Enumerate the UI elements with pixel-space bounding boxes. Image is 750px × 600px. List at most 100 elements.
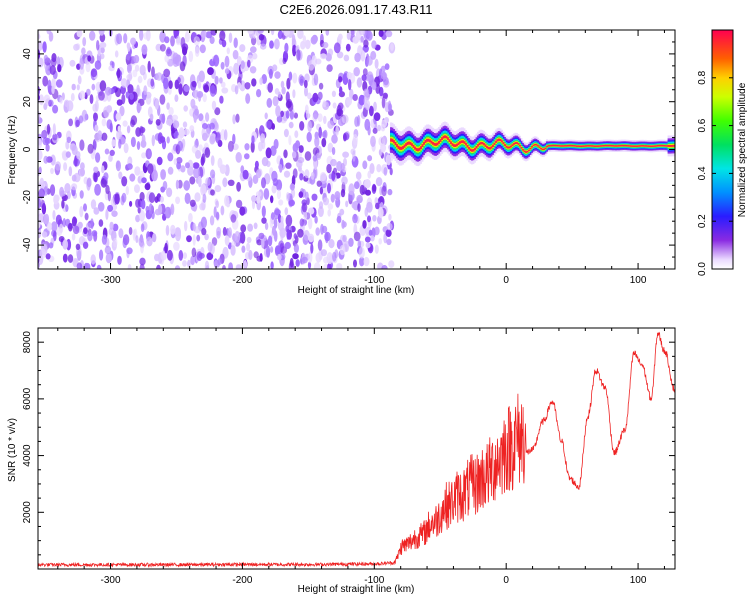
noise-blob (183, 85, 190, 92)
spectrogram-ytick-label: 0 (22, 146, 33, 152)
spectrogram-ylabel: Frequency (Hz) (7, 116, 18, 185)
noise-blob (202, 123, 208, 130)
noise-blob (265, 120, 272, 129)
noise-blob (123, 33, 128, 44)
noise-blob (213, 206, 217, 218)
noise-blob (79, 90, 86, 100)
noise-blob (121, 93, 126, 105)
noise-blob (289, 257, 294, 268)
noise-blob (163, 68, 171, 78)
noise-blob (104, 245, 112, 255)
noise-blob (332, 167, 338, 175)
noise-blob (173, 120, 180, 129)
noise-blob (205, 112, 210, 122)
noise-blob (284, 42, 289, 53)
noise-blob (39, 248, 47, 259)
signal-band-strip (625, 145, 628, 147)
noise-blob (272, 96, 279, 107)
signal-band-strip (397, 145, 400, 149)
noise-blob (63, 162, 68, 172)
noise-blob (346, 71, 352, 80)
signal-band-strip (450, 141, 452, 145)
noise-blob (330, 193, 335, 203)
noise-blob (46, 123, 51, 135)
noise-blob (285, 91, 290, 103)
signal-band-strip (411, 143, 413, 147)
noise-blob (51, 221, 58, 232)
noise-blob (341, 114, 349, 124)
noise-blob (42, 75, 49, 87)
noise-blob (280, 110, 284, 118)
noise-blob (198, 113, 204, 122)
noise-blob (118, 171, 123, 180)
noise-blob (221, 39, 227, 48)
noise-blob (214, 75, 219, 85)
noise-blob (350, 30, 356, 37)
snr-ytick-label: 8000 (22, 331, 33, 354)
noise-blob (108, 154, 113, 162)
noise-blob (274, 245, 281, 255)
noise-blob (261, 139, 266, 150)
signal-band-strip (481, 142, 484, 145)
noise-blob (363, 39, 369, 48)
signal-band-strip (579, 145, 581, 147)
noise-blob (197, 175, 202, 188)
noise-blob (264, 222, 269, 231)
noise-blob (386, 222, 393, 231)
signal-band-strip (519, 144, 521, 147)
signal-band-strip (534, 143, 536, 146)
noise-blob (159, 94, 166, 105)
signal-band-strip (525, 151, 527, 153)
noise-blob (322, 197, 330, 206)
signal-band-strip (417, 148, 419, 152)
noise-blob (299, 218, 305, 227)
signal-band-strip (513, 142, 515, 145)
noise-blob (242, 169, 249, 180)
noise-blob (257, 30, 264, 34)
signal-band-strip (444, 135, 446, 138)
noise-blob (233, 37, 238, 49)
noise-blob (283, 170, 291, 178)
noise-blob (332, 102, 337, 109)
noise-blob (118, 138, 122, 149)
noise-blob (330, 158, 337, 167)
noise-blob (87, 231, 93, 242)
signal-band-strip (448, 139, 451, 142)
noise-blob (50, 167, 54, 175)
noise-blob (166, 249, 173, 261)
noise-blob (315, 252, 322, 263)
noise-blob (167, 152, 174, 162)
noise-blob (310, 35, 318, 45)
noise-blob (237, 82, 242, 89)
noise-blob (94, 60, 102, 70)
noise-blob (340, 188, 346, 198)
noise-blob (292, 44, 297, 57)
signal-band-strip (621, 144, 623, 147)
noise-blob (159, 113, 164, 123)
noise-blob (70, 93, 75, 102)
noise-blob (298, 145, 304, 153)
signal-band-strip (490, 146, 493, 149)
noise-blob (62, 253, 68, 263)
noise-blob (205, 177, 211, 186)
noise-blob (125, 185, 129, 196)
noise-blob (269, 217, 274, 229)
noise-blob (285, 162, 292, 169)
noise-blob (141, 177, 147, 184)
noise-blob (386, 238, 392, 246)
noise-blob (369, 163, 375, 174)
noise-blob (132, 229, 136, 241)
noise-blob (352, 150, 356, 162)
noise-blob (68, 222, 73, 232)
noise-blob (141, 134, 146, 145)
noise-blob (167, 166, 174, 175)
noise-blob (313, 110, 319, 120)
signal-band-strip (597, 145, 599, 147)
noise-blob (297, 30, 304, 40)
noise-blob (323, 129, 328, 139)
noise-blob (111, 61, 115, 69)
signal-band-strip (667, 145, 670, 147)
colorbar-tick-label: 0.6 (697, 118, 708, 132)
noise-blob (209, 215, 215, 226)
signal-band-strip (454, 144, 457, 147)
